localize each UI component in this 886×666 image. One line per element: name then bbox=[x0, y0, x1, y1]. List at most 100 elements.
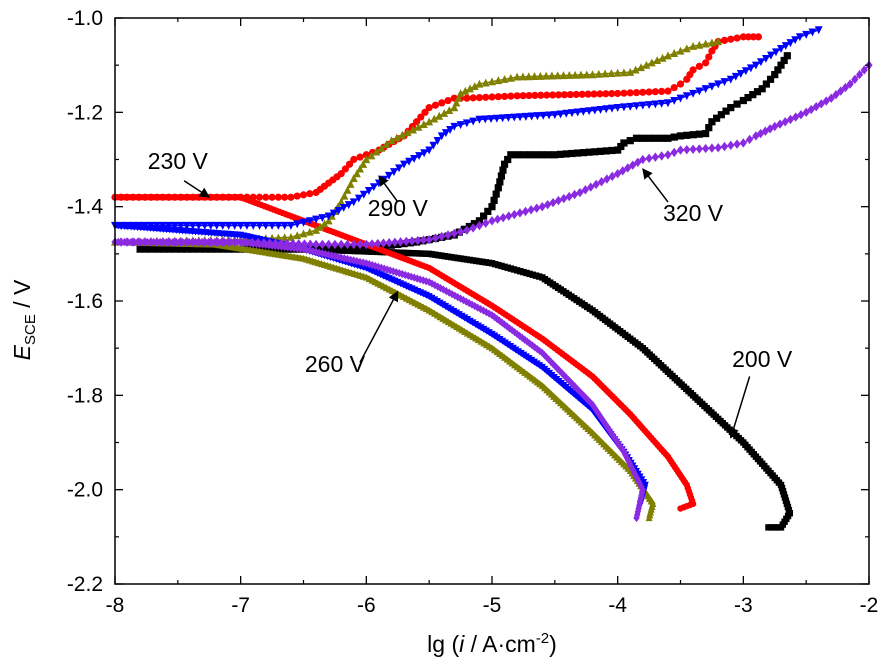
data-point bbox=[433, 137, 442, 145]
data-point bbox=[335, 247, 343, 254]
data-point bbox=[166, 237, 173, 247]
data-point bbox=[746, 64, 755, 73]
annotation-label: 230 V bbox=[148, 148, 209, 174]
data-point bbox=[741, 67, 750, 76]
data-point bbox=[639, 154, 647, 165]
data-point bbox=[168, 245, 176, 253]
data-point bbox=[475, 217, 484, 225]
data-point bbox=[499, 212, 507, 223]
data-point bbox=[231, 237, 238, 247]
data-point bbox=[544, 199, 552, 210]
data-point bbox=[702, 143, 710, 154]
data-point bbox=[614, 89, 622, 98]
data-point bbox=[306, 239, 314, 249]
data-point bbox=[362, 151, 370, 159]
data-point bbox=[545, 111, 553, 120]
data-point bbox=[498, 114, 507, 123]
data-point bbox=[683, 131, 691, 139]
data-point bbox=[406, 249, 414, 257]
data-point bbox=[556, 150, 565, 158]
annotation-arrow bbox=[642, 168, 669, 203]
data-point bbox=[337, 170, 345, 178]
data-point bbox=[620, 139, 628, 147]
data-point bbox=[744, 33, 752, 41]
data-point bbox=[195, 237, 202, 247]
data-point bbox=[334, 206, 343, 215]
data-point bbox=[414, 122, 423, 131]
data-point bbox=[608, 90, 616, 98]
data-point bbox=[708, 118, 716, 126]
data-point bbox=[651, 134, 659, 142]
data-point bbox=[547, 71, 556, 80]
data-point bbox=[573, 108, 582, 117]
data-point bbox=[846, 79, 854, 89]
data-point bbox=[751, 61, 760, 70]
data-point bbox=[579, 149, 587, 157]
data-point bbox=[150, 237, 157, 247]
data-point bbox=[701, 85, 710, 94]
data-point bbox=[350, 155, 358, 164]
data-point bbox=[682, 92, 691, 101]
data-point bbox=[368, 239, 376, 249]
data-point bbox=[584, 90, 592, 98]
data-point bbox=[286, 233, 295, 241]
data-point bbox=[391, 237, 399, 247]
y-tick-label: -1.8 bbox=[67, 384, 103, 407]
data-point bbox=[539, 111, 548, 120]
data-point bbox=[504, 155, 512, 164]
data-point bbox=[437, 132, 446, 141]
data-point bbox=[607, 104, 616, 113]
data-point bbox=[115, 237, 122, 247]
data-point bbox=[299, 229, 308, 238]
data-point bbox=[356, 239, 364, 250]
data-point bbox=[463, 225, 471, 235]
data-point bbox=[159, 245, 166, 253]
data-point bbox=[364, 248, 372, 255]
data-point bbox=[713, 114, 721, 122]
data-point bbox=[417, 113, 425, 121]
data-point bbox=[733, 139, 741, 149]
data-point bbox=[639, 88, 647, 96]
data-point bbox=[619, 166, 627, 176]
data-point bbox=[430, 114, 439, 123]
data-point bbox=[638, 101, 647, 110]
data-point bbox=[198, 237, 206, 247]
data-point bbox=[608, 146, 616, 155]
data-point bbox=[663, 99, 672, 108]
data-point bbox=[549, 197, 557, 208]
data-point bbox=[516, 331, 523, 341]
data-point bbox=[539, 348, 546, 358]
data-point bbox=[339, 204, 348, 212]
y-tick-label: -2.0 bbox=[67, 479, 103, 502]
data-point bbox=[362, 155, 371, 164]
data-point bbox=[261, 245, 269, 253]
data-point bbox=[420, 149, 429, 158]
data-point bbox=[714, 143, 722, 153]
data-point bbox=[568, 149, 576, 158]
data-point bbox=[695, 130, 703, 138]
data-point bbox=[705, 124, 713, 132]
data-point bbox=[227, 237, 235, 247]
data-point bbox=[676, 145, 685, 155]
data-point bbox=[170, 221, 179, 230]
data-point bbox=[399, 269, 406, 279]
data-point bbox=[497, 172, 506, 180]
data-point bbox=[783, 52, 791, 60]
data-point bbox=[543, 91, 551, 99]
data-point bbox=[475, 79, 484, 88]
data-point bbox=[632, 88, 641, 97]
data-point bbox=[394, 240, 402, 248]
data-point bbox=[701, 39, 710, 48]
data-point bbox=[519, 92, 527, 100]
data-point bbox=[832, 89, 840, 100]
data-point bbox=[156, 237, 164, 247]
data-point bbox=[558, 369, 566, 378]
data-point bbox=[786, 39, 795, 48]
data-point bbox=[608, 171, 616, 182]
data-point bbox=[490, 196, 498, 204]
data-point bbox=[356, 257, 364, 267]
data-point bbox=[591, 148, 599, 156]
data-point bbox=[590, 106, 599, 115]
data-point bbox=[382, 140, 391, 149]
data-point bbox=[349, 198, 358, 207]
